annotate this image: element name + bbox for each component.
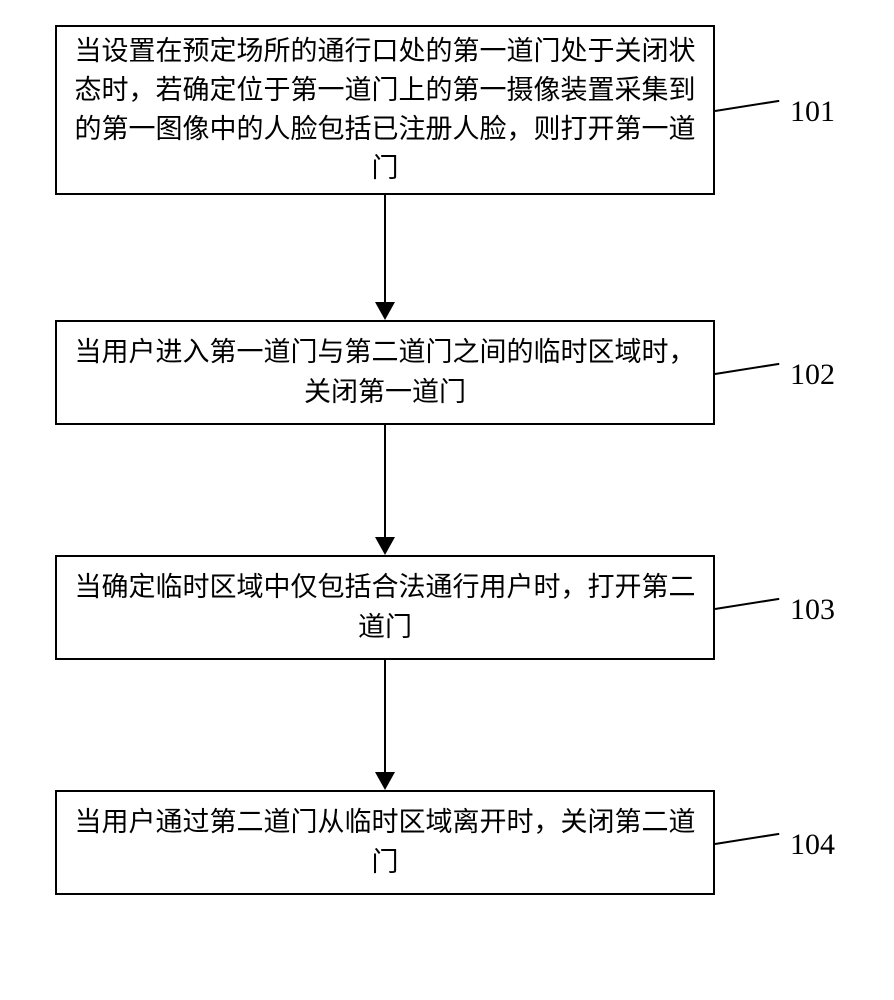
step-label-4: 104 — [790, 828, 835, 862]
label-connector-4 — [715, 833, 780, 845]
flowchart-step-2: 当用户进入第一道门与第二道门之间的临时区域时，关闭第一道门 — [55, 320, 715, 425]
step-label-2: 102 — [790, 358, 835, 392]
step-label-3: 103 — [790, 593, 835, 627]
arrow-3 — [375, 660, 395, 790]
arrow-head-icon — [375, 302, 395, 320]
arrow-line — [384, 660, 386, 772]
label-connector-1 — [715, 100, 780, 112]
arrow-head-icon — [375, 537, 395, 555]
flowchart-step-1: 当设置在预定场所的通行口处的第一道门处于关闭状态时，若确定位于第一道门上的第一摄… — [55, 25, 715, 195]
label-connector-3 — [715, 598, 780, 610]
step-text: 当确定临时区域中仅包括合法通行用户时，打开第二道门 — [73, 568, 697, 646]
arrow-1 — [375, 195, 395, 320]
arrow-line — [384, 425, 386, 537]
arrow-head-icon — [375, 772, 395, 790]
flowchart-step-3: 当确定临时区域中仅包括合法通行用户时，打开第二道门 — [55, 555, 715, 660]
step-label-1: 101 — [790, 95, 835, 129]
flowchart-step-4: 当用户通过第二道门从临时区域离开时，关闭第二道门 — [55, 790, 715, 895]
step-text: 当用户通过第二道门从临时区域离开时，关闭第二道门 — [73, 803, 697, 881]
flowchart-container: 当设置在预定场所的通行口处的第一道门处于关闭状态时，若确定位于第一道门上的第一摄… — [0, 0, 894, 1000]
arrow-line — [384, 195, 386, 302]
step-text: 当用户进入第一道门与第二道门之间的临时区域时，关闭第一道门 — [73, 333, 697, 411]
step-text: 当设置在预定场所的通行口处的第一道门处于关闭状态时，若确定位于第一道门上的第一摄… — [73, 32, 697, 189]
arrow-2 — [375, 425, 395, 555]
label-connector-2 — [715, 363, 780, 375]
